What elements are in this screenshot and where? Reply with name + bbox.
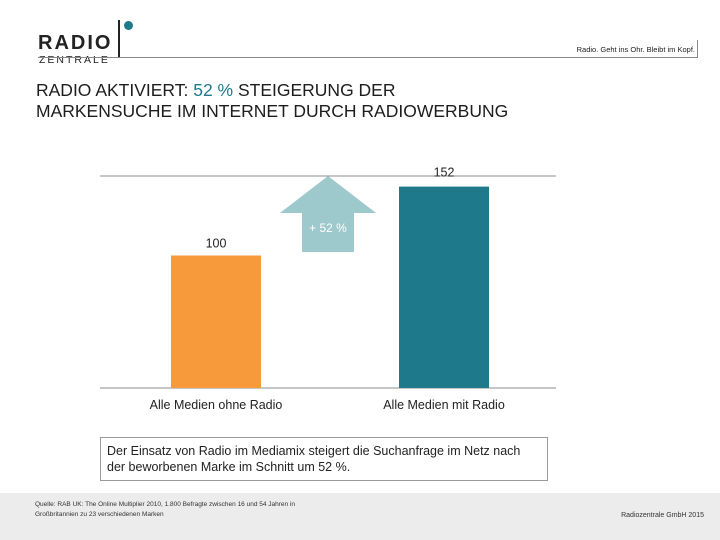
data-label-0: 100 bbox=[206, 237, 227, 251]
note-box: Der Einsatz von Radio im Mediamix steige… bbox=[100, 437, 548, 481]
footer: Quelle: RAB UK: The Online Multiplier 20… bbox=[0, 493, 720, 540]
copyright-text: Radiozentrale GmbH 2015 bbox=[621, 512, 704, 519]
header-tagline: Radio. Geht ins Ohr. Bleibt im Kopf. bbox=[576, 45, 695, 54]
source-text: Quelle: RAB UK: The Online Multiplier 20… bbox=[35, 501, 296, 518]
logo-word-radio: RADIO bbox=[38, 32, 113, 54]
growth-arrow-label: + 52 % bbox=[309, 221, 347, 235]
header-rule bbox=[38, 57, 698, 58]
bar-0 bbox=[171, 255, 261, 388]
title-accent: 52 % bbox=[193, 80, 234, 100]
growth-arrow bbox=[280, 176, 376, 252]
title-suffix: STEIGERUNG DER bbox=[233, 80, 396, 100]
title-prefix: RADIO AKTIVIERT: bbox=[36, 80, 194, 100]
note-text: Der Einsatz von Radio im Mediamix steige… bbox=[107, 444, 521, 474]
logo-dot bbox=[124, 21, 133, 30]
header-rule-tick bbox=[697, 40, 698, 57]
bar-1 bbox=[399, 186, 489, 388]
title-line2: MARKENSUCHE IM INTERNET DURCH RADIOWERBU… bbox=[36, 101, 509, 121]
data-label-1: 152 bbox=[434, 166, 455, 180]
slide-title: RADIO AKTIVIERT: 52 % STEIGERUNG DER MAR… bbox=[36, 80, 676, 122]
category-label-0: Alle Medien ohne Radio bbox=[150, 398, 283, 412]
category-label-1: Alle Medien mit Radio bbox=[383, 398, 505, 412]
logo-bar bbox=[118, 20, 120, 58]
